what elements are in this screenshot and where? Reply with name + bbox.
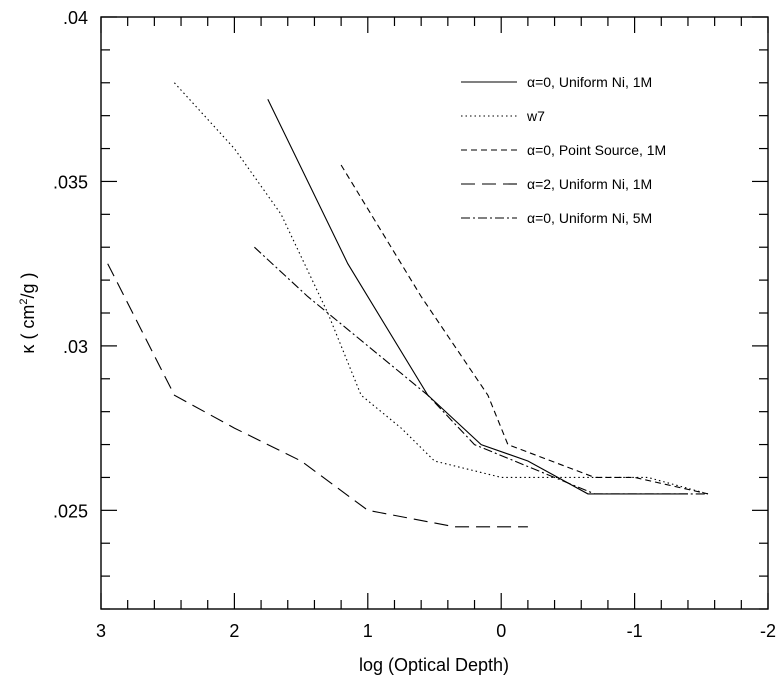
legend-label-4: α=2, Uniform Ni, 1M [527,176,652,192]
series-line-4 [107,263,528,528]
legend-label-5: α=0, Uniform Ni, 5M [527,210,652,226]
series-line-2 [173,82,709,495]
x-tick-label: 1 [363,621,373,641]
y-axis-title-suffix: /g ) [18,272,38,298]
axis-tick-labels: 3 2 1 0 -1 -2 .025 .03 .035 .04 [53,8,776,641]
x-tick-label: -2 [760,621,776,641]
series-line-3 [340,164,709,495]
legend: α=0, Uniform Ni, 1M w7 α=0, Point Source, … [461,74,666,226]
legend-label-2: w7 [526,108,545,124]
y-axis-title: κ ( cm2/g ) [18,272,38,353]
series-line-1 [267,98,688,495]
y-tick-label: .03 [63,337,88,357]
x-tick-label: 3 [96,621,106,641]
x-axis-title: log (Optical Depth) [359,655,509,675]
legend-label-1: α=0, Uniform Ni, 1M [527,74,652,90]
x-tick-label: -1 [627,621,643,641]
series-line-5 [254,246,708,495]
x-tick-label: 2 [229,621,239,641]
axis-ticks [100,16,769,610]
x-tick-label: 0 [496,621,506,641]
y-tick-label: .025 [53,501,88,521]
y-tick-label: .035 [53,172,88,192]
legend-label-3: α=0, Point Source, 1M [527,142,666,158]
y-axis-title-prefix: κ ( cm [18,305,38,354]
plot-frame [100,16,769,610]
y-tick-label: .04 [63,8,88,28]
series-lines [107,82,709,528]
y-axis-title-superscript: 2 [18,298,30,304]
